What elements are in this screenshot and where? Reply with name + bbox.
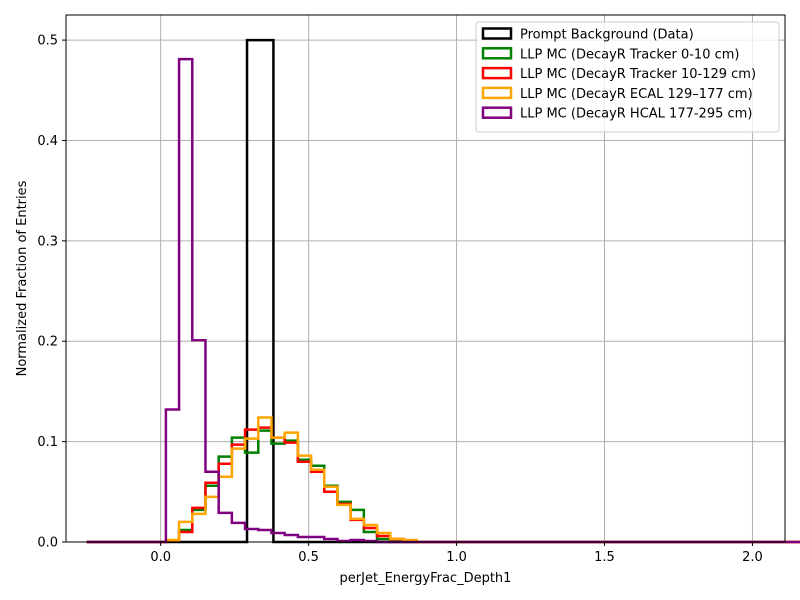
tick-marks: 0.0 0.5 1.0 1.5 2.0 0.0 0.1 0.2 0.3 0.4 0.5 [37, 34, 762, 565]
y-tick-label: 0.0 [37, 536, 58, 551]
legend-swatch [481, 47, 513, 60]
legend-label: Prompt Background (Data) [520, 28, 694, 43]
legend-label: LLP MC (DecayR Tracker 0-10 cm) [520, 47, 739, 62]
y-tick-label: 0.1 [37, 435, 58, 450]
y-tick-label: 0.5 [37, 34, 58, 49]
legend: Prompt Background (Data) LLP MC (DecayR T… [475, 21, 780, 133]
x-tick-label: 0.0 [150, 550, 171, 565]
x-axis-label: perJet_EnergyFrac_Depth1 [340, 571, 512, 586]
x-tick-label: 2.0 [742, 550, 763, 565]
legend-swatch [481, 106, 513, 119]
y-tick-label: 0.2 [37, 335, 58, 350]
y-axis-label: Normalized Fraction of Entries [15, 180, 30, 376]
legend-label: LLP MC (DecayR Tracker 10-129 cm) [520, 67, 756, 82]
x-tick-label: 1.5 [594, 550, 615, 565]
legend-label: LLP MC (DecayR ECAL 129–177 cm) [520, 87, 753, 102]
axes-frame [65, 14, 786, 543]
legend-swatch [481, 27, 513, 40]
y-tick-label: 0.4 [37, 134, 58, 149]
legend-swatch [481, 86, 513, 100]
y-tick-label: 0.3 [37, 234, 58, 249]
legend-swatch [481, 66, 513, 80]
legend-label: LLP MC (DecayR HCAL 177-295 cm) [520, 107, 752, 122]
x-tick-label: 0.5 [298, 550, 319, 565]
x-tick-label: 1.0 [446, 550, 467, 565]
legend-box [475, 21, 780, 133]
